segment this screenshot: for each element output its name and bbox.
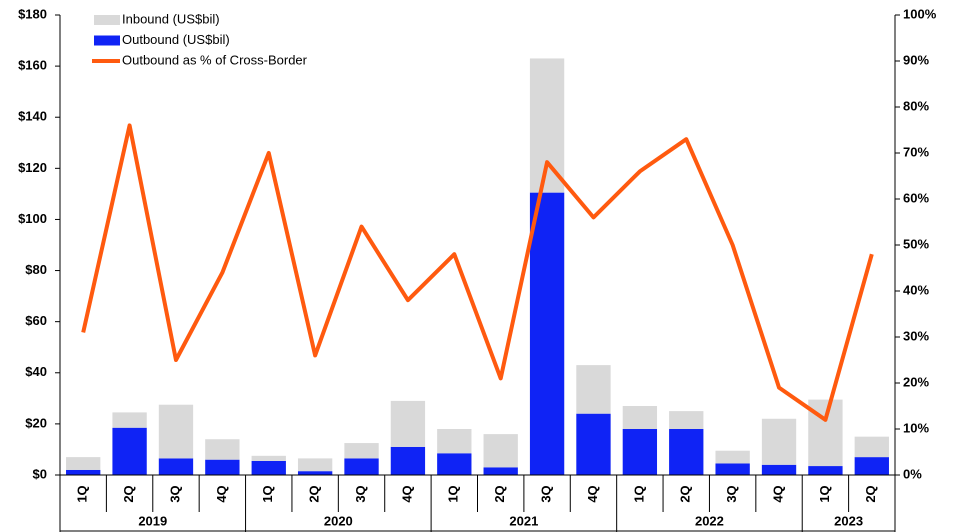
- y-tick-label: $60: [25, 313, 47, 328]
- bar: [251, 460, 286, 475]
- bar: [576, 365, 611, 414]
- bar: [576, 413, 611, 475]
- y2-tick-label: 70%: [903, 144, 929, 159]
- y-tick-label: $80: [25, 262, 47, 277]
- bar: [112, 427, 147, 475]
- bar: [437, 429, 472, 454]
- bar: [622, 429, 658, 475]
- bar: [761, 418, 797, 465]
- y2-tick-label: 50%: [903, 236, 929, 251]
- bar: [251, 455, 286, 461]
- bar: [761, 464, 797, 475]
- bar: [158, 404, 194, 459]
- y-tick-label: $160: [18, 58, 47, 73]
- legend-label: Outbound (US$bil): [122, 32, 230, 47]
- y-tick-label: $120: [18, 160, 47, 175]
- x-tick-label: 1Q: [446, 485, 461, 502]
- x-tick-label: 2Q: [863, 485, 878, 502]
- y-tick-label: $100: [18, 211, 47, 226]
- y2-tick-label: 40%: [903, 282, 929, 297]
- x-tick-label: 2Q: [492, 485, 507, 502]
- x-tick-label: 4Q: [214, 485, 229, 502]
- bar: [669, 411, 704, 429]
- x-tick-label: 1Q: [260, 485, 275, 502]
- bar: [854, 457, 889, 475]
- bar: [483, 434, 518, 468]
- x-tick-label: 4Q: [399, 485, 414, 502]
- bar: [715, 463, 750, 475]
- legend-label: Outbound as % of Cross-Border: [122, 52, 308, 67]
- bar: [808, 466, 843, 475]
- bar: [344, 458, 379, 475]
- y2-tick-label: 0%: [903, 466, 922, 481]
- y2-tick-label: 10%: [903, 420, 929, 435]
- x-tick-label: 2Q: [121, 485, 136, 502]
- bar: [622, 406, 658, 429]
- x-tick-label: 1Q: [817, 485, 832, 502]
- x-tick-label: 3Q: [539, 485, 554, 502]
- legend-label: Inbound (US$bil): [122, 11, 220, 26]
- x-group-label: 2023: [834, 513, 863, 528]
- y2-tick-label: 20%: [903, 374, 929, 389]
- legend-swatch: [94, 35, 120, 46]
- y-tick-label: $140: [18, 109, 47, 124]
- x-group-label: 2019: [138, 513, 167, 528]
- x-group-label: 2022: [695, 513, 724, 528]
- bar: [297, 458, 333, 472]
- bar: [529, 58, 565, 193]
- x-tick-label: 3Q: [724, 485, 739, 502]
- line: [81, 123, 874, 422]
- bar: [483, 467, 518, 475]
- y2-tick-label: 90%: [903, 52, 929, 67]
- bar: [529, 192, 565, 475]
- y2-tick-label: 30%: [903, 328, 929, 343]
- x-group-label: 2020: [324, 513, 353, 528]
- y-tick-label: $20: [25, 415, 47, 430]
- bar: [390, 400, 426, 447]
- bar: [205, 439, 240, 460]
- x-tick-label: 1Q: [75, 485, 90, 502]
- bar: [669, 429, 704, 475]
- y2-tick-label: 60%: [903, 190, 929, 205]
- x-tick-label: 2Q: [307, 485, 322, 502]
- y2-tick-label: 80%: [903, 98, 929, 113]
- bar: [158, 458, 194, 475]
- x-tick-label: 1Q: [631, 485, 646, 502]
- bar: [66, 469, 101, 475]
- x-group-label: 2021: [509, 513, 538, 528]
- bar: [297, 471, 333, 475]
- bar: [112, 412, 147, 428]
- bar: [344, 443, 379, 459]
- y-tick-label: $180: [18, 6, 47, 21]
- bar: [715, 450, 750, 464]
- x-tick-label: 4Q: [585, 485, 600, 502]
- bar: [437, 453, 472, 475]
- y-tick-label: $0: [33, 466, 47, 481]
- x-tick-label: 4Q: [770, 485, 785, 502]
- bar: [205, 459, 240, 475]
- y2-tick-label: 100%: [903, 6, 937, 21]
- bar: [66, 457, 101, 470]
- y-tick-label: $40: [25, 364, 47, 379]
- bar: [854, 436, 889, 458]
- x-tick-label: 3Q: [353, 485, 368, 502]
- legend-swatch: [94, 15, 120, 25]
- x-tick-label: 2Q: [678, 485, 693, 502]
- x-tick-label: 3Q: [167, 485, 182, 502]
- bar: [390, 446, 426, 475]
